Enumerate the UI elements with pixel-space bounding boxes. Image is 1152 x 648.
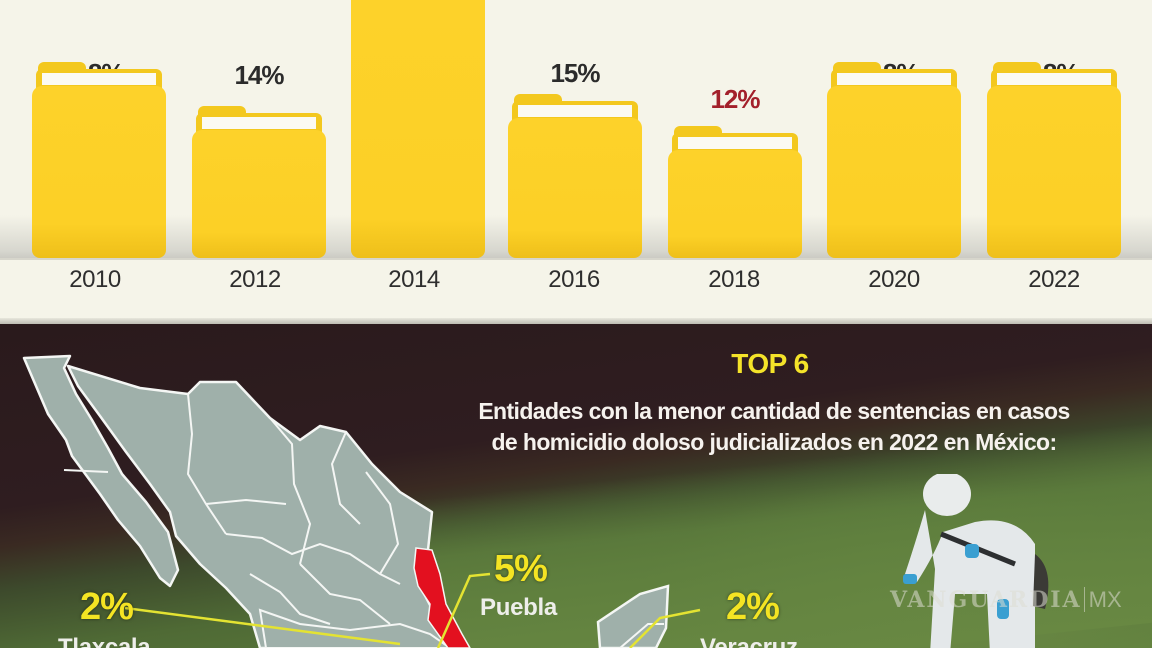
bar-2010: 18%: [32, 58, 166, 258]
bar-chart-panel: 18% 14% 15% 12%: [0, 0, 1152, 324]
callout-line-puebla: [436, 572, 491, 648]
x-tick-2022: 2022: [1028, 266, 1080, 293]
x-tick-2012: 2012: [229, 266, 281, 293]
bar-2014: [351, 0, 485, 258]
x-tick-2018: 2018: [708, 266, 760, 293]
callout-state-veracruz: Veracruz: [700, 634, 798, 648]
bar-2016: 15%: [508, 58, 642, 258]
chart-baseline: [0, 258, 1152, 260]
callout-state-tlaxcala: Tlaxcala: [58, 634, 151, 648]
callout-pct-veracruz: 2%: [726, 586, 780, 628]
bar-2022: 18%: [987, 58, 1121, 258]
callout-line-veracruz: [629, 608, 701, 648]
bar-2012: 14%: [192, 60, 326, 258]
watermark-text: VANGUARDIA: [890, 587, 1082, 613]
veracruz-state-highlight: [413, 547, 471, 648]
top6-heading: TOP 6: [731, 348, 809, 379]
subtitle-line-2: de homicidio doloso judicializados en 20…: [491, 429, 1057, 455]
bar-2020: 18%: [827, 58, 961, 258]
x-tick-2020: 2020: [868, 266, 920, 293]
folder-icon: [32, 62, 166, 258]
folder-icon: [668, 126, 802, 258]
value-label-2012: 14%: [234, 60, 284, 90]
callout-pct-puebla: 5%: [494, 548, 548, 590]
section-divider: [0, 318, 1152, 324]
watermark-suffix: MX: [1083, 587, 1122, 612]
folder-icon: [351, 0, 485, 258]
folder-icon: [192, 106, 326, 258]
value-label-2016: 15%: [550, 58, 600, 88]
yucatan-peninsula: [596, 584, 670, 648]
southern-states: [258, 608, 452, 648]
mexico-map: [22, 354, 701, 648]
top6-map-panel: TOP 6 Entidades con la menor cantidad de…: [0, 324, 1152, 648]
value-label-2018: 12%: [710, 84, 760, 114]
forensic-investigator-photo: [903, 474, 1049, 648]
x-tick-2014: 2014: [388, 266, 440, 293]
x-tick-2010: 2010: [69, 266, 121, 293]
x-tick-2016: 2016: [548, 266, 600, 293]
folder-icon: [827, 62, 961, 258]
folder-icon: [508, 94, 642, 258]
subtitle-line-1: Entidades con la menor cantidad de sente…: [478, 398, 1070, 424]
folder-icon: [987, 62, 1121, 258]
callout-line-tlaxcala: [124, 606, 401, 646]
callout-pct-tlaxcala: 2%: [80, 586, 134, 628]
bar-2018: 12%: [668, 84, 802, 258]
vanguardia-watermark: VANGUARDIA MX: [890, 587, 1122, 613]
top6-subtitle: Entidades con la menor cantidad de sente…: [418, 396, 1130, 458]
callout-state-puebla: Puebla: [480, 594, 557, 621]
